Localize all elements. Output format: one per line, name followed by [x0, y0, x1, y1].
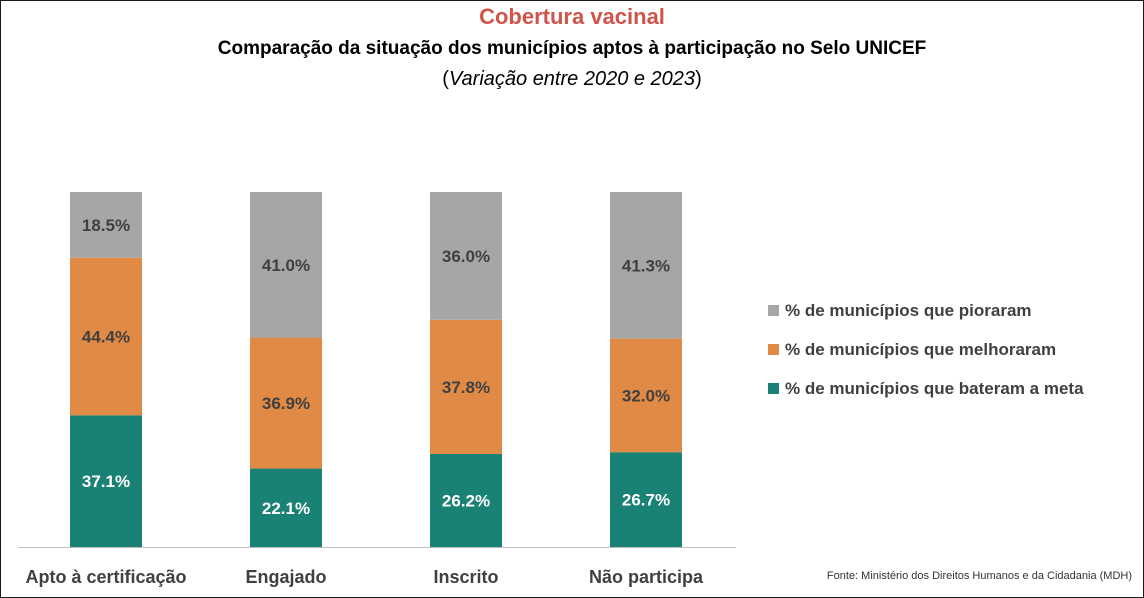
- x-tick-label: Apto à certificação: [25, 567, 186, 587]
- chart-title: Cobertura vacinal: [479, 4, 665, 29]
- bar-segment: [250, 468, 322, 547]
- data-label: 44.4%: [82, 327, 130, 346]
- data-label: 32.0%: [622, 386, 670, 405]
- bar-segment: [610, 338, 682, 453]
- data-label: 18.5%: [82, 216, 130, 235]
- data-label: 41.3%: [622, 256, 670, 275]
- data-label: 26.7%: [622, 491, 670, 510]
- bar-segment: [430, 453, 502, 547]
- chart-subtitle: Comparação da situação dos municípios ap…: [217, 38, 927, 59]
- data-label: 41.0%: [262, 256, 310, 275]
- variation-text: Variação entre 2020 e 2023: [448, 68, 696, 90]
- source-note: Fonte: Ministério dos Direitos Humanos e…: [826, 570, 1132, 582]
- bar-segment: [250, 192, 322, 338]
- bar-segment: [250, 337, 322, 469]
- x-tick-label: Não participa: [589, 567, 704, 587]
- bar-segment: [70, 192, 142, 258]
- legend-swatch: [768, 305, 779, 316]
- data-label: 36.9%: [262, 394, 310, 413]
- bar-segment: [430, 319, 502, 454]
- legend-label: % de municípios que melhoraram: [785, 340, 1056, 359]
- x-tick-label: Inscrito: [433, 567, 498, 587]
- bar-segment: [610, 452, 682, 547]
- bar-segment: [430, 192, 502, 320]
- legend-label: % de municípios que pioraram: [785, 301, 1032, 320]
- bar-segment: [610, 192, 682, 339]
- data-label: 36.0%: [442, 247, 490, 266]
- legend-swatch: [768, 383, 779, 394]
- bar-segment: [70, 415, 142, 547]
- data-label: 37.1%: [82, 472, 130, 491]
- data-label: 37.8%: [442, 378, 490, 397]
- chart-variation-note: (Variação entre 2020 e 2023): [442, 68, 702, 90]
- x-tick-label: Engajado: [245, 567, 326, 587]
- data-label: 26.2%: [442, 491, 490, 510]
- legend-swatch: [768, 344, 779, 355]
- data-label: 22.1%: [262, 499, 310, 518]
- bar-segment: [70, 257, 142, 416]
- legend-label: % de municípios que bateram a meta: [785, 379, 1084, 398]
